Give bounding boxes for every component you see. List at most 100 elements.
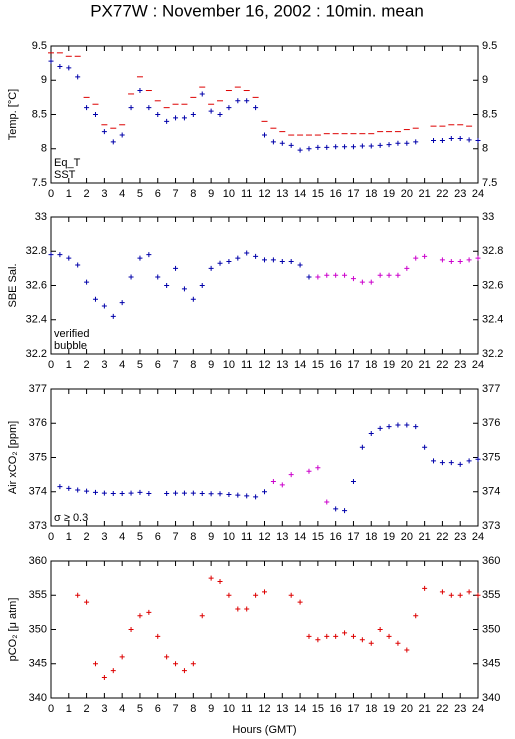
data-point xyxy=(253,494,259,500)
x-tick-label: 4 xyxy=(119,359,125,371)
x-tick-label: 11 xyxy=(241,531,252,543)
y2-tick-label: 9 xyxy=(482,74,488,86)
data-point xyxy=(244,493,250,499)
x-tick-label: 16 xyxy=(330,188,342,200)
data-point xyxy=(119,132,125,138)
data-point xyxy=(128,490,134,496)
y-tick-label: 355 xyxy=(29,589,47,601)
x-tick-label: 11 xyxy=(241,703,252,715)
data-point xyxy=(324,144,330,150)
x-tick-label: 24 xyxy=(472,531,484,543)
x-tick-label: 16 xyxy=(330,531,342,543)
y2-tick-label: 32.6 xyxy=(482,279,503,291)
x-tick-label: 24 xyxy=(472,703,484,715)
data-point xyxy=(92,296,98,302)
x-tick-label: 4 xyxy=(119,531,125,543)
x-tick-label: 10 xyxy=(223,703,235,715)
x-tick-label: 3 xyxy=(101,359,107,371)
x-tick-label: 21 xyxy=(419,188,431,200)
data-point xyxy=(315,274,321,280)
x-tick-label: 14 xyxy=(294,531,306,543)
x-tick-label: 12 xyxy=(258,188,270,200)
x-tick-label: 19 xyxy=(383,531,395,543)
data-point xyxy=(190,490,196,496)
data-point xyxy=(448,259,454,265)
x-tick-label: 19 xyxy=(383,359,395,371)
data-point xyxy=(164,654,170,660)
x-tick-label: 20 xyxy=(401,531,413,543)
y-tick-label: 8 xyxy=(41,143,47,155)
data-point xyxy=(359,637,365,643)
x-tick-label: 17 xyxy=(347,703,359,715)
data-point xyxy=(181,286,187,292)
data-point xyxy=(128,627,134,632)
y-tick-label: 373 xyxy=(29,520,47,532)
x-tick-label: 12 xyxy=(258,359,270,371)
data-point xyxy=(173,661,179,667)
x-tick-label: 11 xyxy=(241,188,252,200)
x-tick-label: 1 xyxy=(66,188,72,200)
legend-label: bubble xyxy=(54,340,87,352)
data-point xyxy=(146,609,152,615)
data-point xyxy=(297,147,303,153)
x-tick-label: 3 xyxy=(101,531,107,543)
x-tick-label: 10 xyxy=(223,531,235,543)
x-tick-label: 3 xyxy=(101,188,107,200)
data-point xyxy=(110,313,116,319)
y-tick-label: 9 xyxy=(41,74,47,86)
y-tick-label: 375 xyxy=(29,451,47,463)
data-point xyxy=(262,132,267,138)
data-point xyxy=(377,627,383,632)
data-point xyxy=(235,255,241,261)
data-point xyxy=(164,283,170,288)
y2-tick-label: 32.2 xyxy=(482,348,503,360)
x-tick-label: 6 xyxy=(155,359,161,371)
data-point xyxy=(466,458,472,464)
y-tick-label: 32.6 xyxy=(26,279,47,291)
y2-tick-label: 355 xyxy=(482,589,500,601)
data-point xyxy=(431,458,437,464)
x-tick-label: 0 xyxy=(48,703,54,715)
data-point xyxy=(350,276,356,282)
data-point xyxy=(101,303,107,309)
data-point xyxy=(466,137,472,143)
x-tick-label: 9 xyxy=(208,531,214,543)
data-point xyxy=(457,592,463,598)
plot-frame xyxy=(50,45,479,184)
x-tick-label: 7 xyxy=(172,188,178,200)
data-point xyxy=(306,633,312,639)
legend-label: σ ≥ 0.3 xyxy=(54,512,88,524)
x-tick-label: 12 xyxy=(258,703,270,715)
x-tick-label: 0 xyxy=(48,531,54,543)
data-point xyxy=(101,674,107,680)
data-point xyxy=(57,484,63,490)
data-point xyxy=(57,252,63,258)
data-point xyxy=(333,272,339,278)
data-point xyxy=(217,112,223,117)
x-tick-label: 20 xyxy=(401,359,413,371)
data-point xyxy=(422,585,428,591)
y-tick-label: 33 xyxy=(35,211,47,223)
plot-frame xyxy=(50,560,479,699)
data-point xyxy=(439,257,445,263)
data-point xyxy=(422,444,428,450)
data-point xyxy=(448,592,454,598)
data-point xyxy=(368,640,374,646)
data-point xyxy=(279,140,285,146)
data-point xyxy=(395,272,401,278)
x-tick-label: 22 xyxy=(436,359,448,371)
data-point xyxy=(315,637,321,643)
data-point xyxy=(475,456,481,462)
data-point xyxy=(413,613,419,619)
x-tick-label: 6 xyxy=(155,531,161,543)
data-point xyxy=(333,506,339,512)
y2-tick-label: 33 xyxy=(482,211,494,223)
data-point xyxy=(217,491,223,497)
data-point xyxy=(226,491,232,497)
y-tick-label: 9.5 xyxy=(32,40,47,52)
y2-tick-label: 374 xyxy=(482,486,500,498)
data-point xyxy=(350,478,356,484)
data-point xyxy=(155,112,161,117)
data-point xyxy=(368,431,374,437)
y2-tick-label: 32.8 xyxy=(482,245,503,257)
